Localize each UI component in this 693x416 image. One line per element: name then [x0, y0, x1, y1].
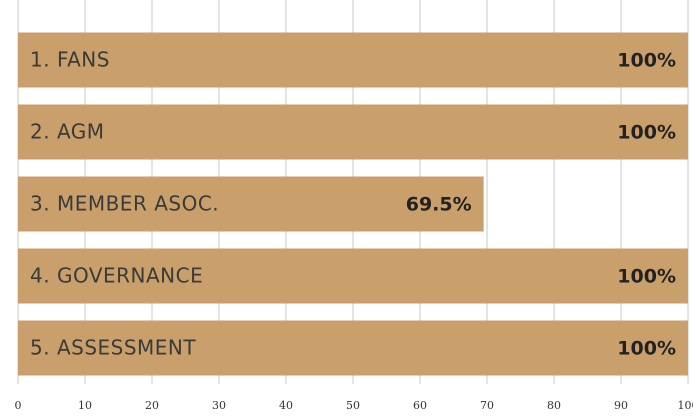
x-tick-label: 20 — [145, 399, 159, 412]
value-label: 100% — [617, 50, 676, 72]
x-tick-label: 60 — [413, 399, 427, 412]
bar — [18, 176, 484, 232]
category-label: 1. FANS — [30, 48, 110, 72]
bar — [18, 320, 688, 376]
x-tick-label: 30 — [212, 399, 226, 412]
category-label: 5. ASSESSMENT — [30, 336, 196, 360]
bar — [18, 104, 688, 160]
bar — [18, 248, 688, 304]
x-tick-label: 80 — [547, 399, 561, 412]
x-tick-label: 100 — [678, 399, 693, 412]
x-tick-label: 40 — [279, 399, 293, 412]
x-tick-label: 10 — [78, 399, 92, 412]
bar — [18, 32, 688, 88]
category-label: 4. GOVERNANCE — [30, 264, 203, 288]
x-tick-label: 50 — [346, 399, 360, 412]
x-tick-label: 0 — [15, 399, 22, 412]
value-label: 100% — [617, 266, 676, 288]
value-label: 69.5% — [406, 194, 472, 216]
x-tick-label: 70 — [480, 399, 494, 412]
category-label: 2. AGM — [30, 120, 105, 144]
value-label: 100% — [617, 122, 676, 144]
category-label: 3. MEMBER ASOC. — [30, 192, 219, 216]
value-label: 100% — [617, 338, 676, 360]
x-tick-label: 90 — [614, 399, 628, 412]
